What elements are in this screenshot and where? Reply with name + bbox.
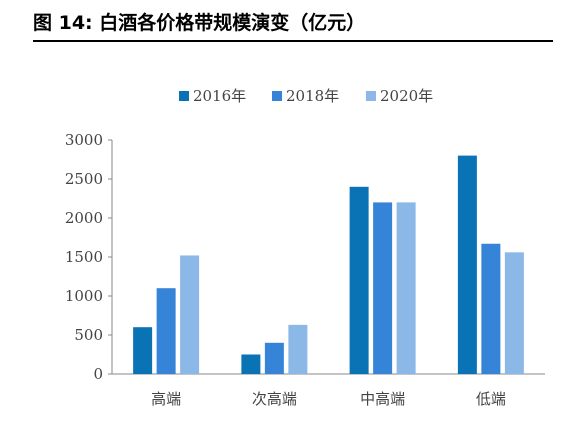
bar [481, 243, 501, 374]
legend-swatch [272, 91, 282, 101]
x-tick-label: 中高端 [360, 390, 405, 408]
legend-label: 2016年 [193, 87, 246, 105]
legend-swatch [366, 91, 376, 101]
x-tick-label: 低端 [476, 390, 506, 408]
bar [288, 324, 308, 374]
y-tick-label: 2500 [65, 170, 103, 188]
y-tick-label: 3000 [65, 131, 103, 149]
legend-label: 2020年 [380, 87, 433, 105]
bar [349, 186, 369, 374]
y-tick-label: 2000 [65, 209, 103, 227]
x-tick-label: 次高端 [252, 390, 297, 408]
bar [396, 202, 416, 374]
bar [156, 288, 176, 374]
bar [133, 327, 153, 374]
bar [264, 342, 284, 374]
figure-title: 图 14: 白酒各价格带规模演变（亿元） [33, 12, 366, 34]
bar [457, 155, 477, 374]
bar [504, 252, 524, 374]
y-tick-label: 1000 [65, 287, 103, 305]
bar [241, 354, 261, 374]
bar [180, 255, 200, 374]
y-tick-label: 500 [74, 326, 103, 344]
figure-header: 图 14: 白酒各价格带规模演变（亿元） [33, 8, 553, 42]
y-tick-label: 0 [93, 365, 103, 383]
title-underline [33, 40, 553, 42]
y-tick-label: 1500 [65, 248, 103, 266]
x-tick-label: 高端 [151, 390, 181, 408]
bar [373, 202, 393, 374]
legend-label: 2018年 [286, 87, 339, 105]
legend-swatch [179, 91, 189, 101]
